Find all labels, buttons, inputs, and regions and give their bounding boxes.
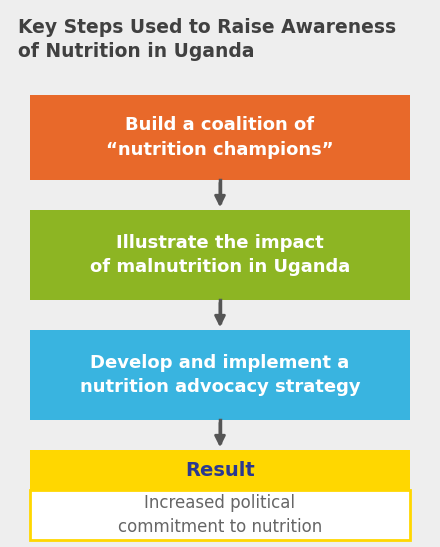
- Bar: [30, 95, 410, 180]
- Text: Illustrate the impact
of malnutrition in Uganda: Illustrate the impact of malnutrition in…: [90, 234, 350, 276]
- Text: Develop and implement a
nutrition advocacy strategy: Develop and implement a nutrition advoca…: [80, 353, 360, 397]
- Bar: [30, 210, 410, 300]
- Bar: [30, 450, 410, 490]
- Text: Key Steps Used to Raise Awareness
of Nutrition in Uganda: Key Steps Used to Raise Awareness of Nut…: [18, 18, 396, 61]
- Bar: [30, 490, 410, 540]
- Text: Build a coalition of
“nutrition champions”: Build a coalition of “nutrition champion…: [106, 116, 334, 159]
- Text: Result: Result: [185, 461, 255, 480]
- Text: Increased political
commitment to nutrition: Increased political commitment to nutrit…: [118, 493, 322, 537]
- Bar: [30, 330, 410, 420]
